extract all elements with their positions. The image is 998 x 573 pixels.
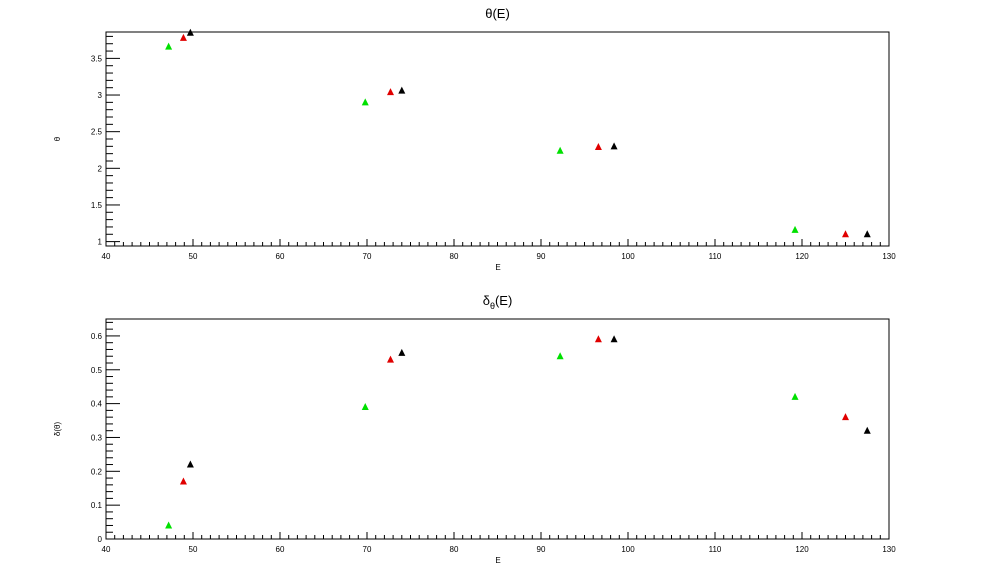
- data-point: [556, 146, 564, 154]
- x-tick-label: 70: [363, 545, 372, 554]
- data-point: [842, 230, 849, 238]
- data-point: [361, 98, 369, 106]
- y-axis-label: θ: [53, 136, 62, 141]
- data-point: [863, 426, 871, 434]
- x-tick-label: 60: [276, 252, 285, 261]
- data-point: [186, 28, 194, 36]
- data-point: [791, 225, 799, 233]
- x-tick-label: 120: [795, 252, 809, 261]
- y-tick-label: 3.5: [91, 54, 103, 63]
- y-tick-label: 2: [98, 164, 103, 173]
- chart-title-main: δ: [483, 293, 490, 308]
- chart-title-rest: (E): [495, 293, 512, 308]
- data-point: [179, 477, 187, 485]
- x-tick-label: 60: [276, 545, 285, 554]
- y-tick-label: 0.6: [91, 332, 103, 341]
- data-point: [398, 348, 406, 356]
- y-tick-label: 0.4: [91, 400, 103, 409]
- x-tick-label: 130: [882, 545, 896, 554]
- x-tick-label: 110: [709, 545, 722, 554]
- data-point: [610, 142, 618, 150]
- data-point: [610, 335, 618, 343]
- x-tick-label: 100: [621, 545, 635, 554]
- data-point: [186, 460, 194, 468]
- data-point: [165, 42, 173, 50]
- data-point: [179, 33, 187, 41]
- y-tick-label: 0.3: [91, 433, 103, 442]
- chart-title: θ(E): [485, 6, 510, 21]
- x-tick-label: 90: [537, 252, 546, 261]
- y-tick-label: 0.5: [91, 366, 103, 375]
- y-tick-label: 1.5: [91, 201, 103, 210]
- delta-theta-vs-energy-panel: δθ(E) 40 50 60 70 80 90 100 110 120 130 0 0.1 0.2 0.3 0…: [53, 293, 896, 565]
- x-axis-label: E: [495, 556, 500, 565]
- x-tick-label: 110: [709, 252, 722, 261]
- x-tick-label: 70: [363, 252, 372, 261]
- chart-title-subscript: θ: [490, 301, 495, 311]
- data-point: [398, 86, 406, 94]
- x-tick-label: 90: [537, 545, 546, 554]
- y-tick-label: 2.5: [91, 128, 103, 137]
- x-tick-label: 50: [189, 252, 198, 261]
- x-axis-label: E: [495, 263, 500, 272]
- y-axis-label: δ(θ): [53, 422, 62, 437]
- theta-vs-energy-panel: θ(E) 40 50 60 70 80 90 100 110 120 130 1 1.5 2 2.5 3 3.5…: [53, 6, 896, 272]
- data-point: [791, 392, 799, 400]
- x-tick-label: 40: [102, 252, 111, 261]
- x-tick-label: 80: [450, 545, 459, 554]
- x-tick-label: 130: [882, 252, 896, 261]
- x-tick-label: 100: [621, 252, 635, 261]
- plot-frame: [105, 318, 890, 540]
- data-point: [556, 352, 564, 360]
- y-tick-label: 3: [98, 91, 103, 100]
- data-point: [842, 413, 849, 421]
- data-point: [165, 521, 173, 529]
- y-tick-label: 0: [98, 535, 103, 544]
- data-point: [594, 143, 602, 151]
- y-tick-label: 0.1: [91, 501, 103, 510]
- x-tick-label: 80: [450, 252, 459, 261]
- data-point: [386, 88, 394, 96]
- data-point: [361, 403, 369, 410]
- data-point: [594, 335, 602, 343]
- x-tick-label: 50: [189, 545, 198, 554]
- y-tick-label: 1: [98, 238, 103, 247]
- y-tick-label: 0.2: [91, 467, 103, 476]
- data-point: [386, 355, 394, 363]
- plot-frame: [105, 31, 890, 247]
- data-point: [863, 230, 871, 238]
- x-tick-label: 120: [795, 545, 809, 554]
- x-tick-label: 40: [102, 545, 111, 554]
- chart-title: δθ(E): [483, 293, 513, 311]
